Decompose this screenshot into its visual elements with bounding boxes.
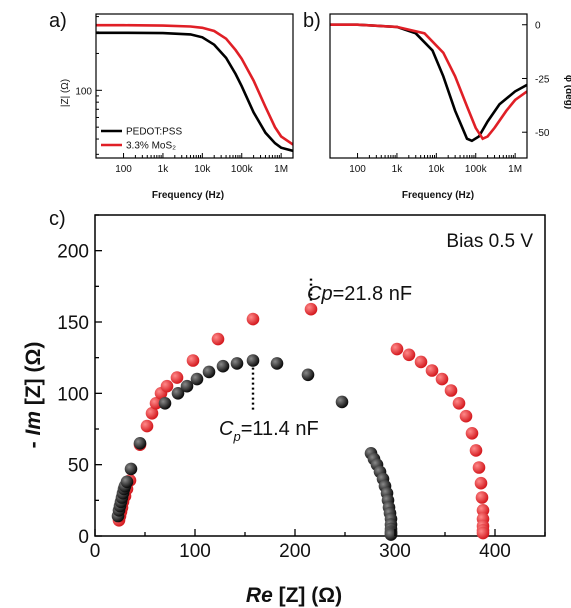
x-tick-label: 100 [115, 164, 132, 175]
y-tick-label: 50 [68, 456, 89, 477]
y-tick-label: 100 [75, 86, 92, 97]
legend-entry: 3.3% MoS₂ [126, 141, 176, 152]
x-tick-label: 300 [379, 541, 411, 562]
legend: PEDOT:PSS 3.3% MoS₂ [101, 127, 182, 152]
data-point [124, 462, 138, 476]
data-point [211, 332, 225, 346]
data-point [158, 397, 172, 410]
x-tick-label: 100k [465, 164, 488, 175]
x-tick-label: 100k [231, 164, 254, 175]
x-tick-label: 1M [274, 164, 288, 175]
data-point [435, 372, 449, 386]
x-tick-label: 10k [194, 164, 211, 175]
data-point [474, 476, 488, 490]
data-point [246, 354, 260, 367]
data-point [335, 395, 349, 409]
series-line-1 [330, 23, 527, 141]
data-point [186, 354, 200, 367]
data-point [270, 357, 284, 370]
data-point [459, 409, 473, 423]
panel-b-label: b) [303, 10, 321, 32]
data-point [384, 528, 398, 541]
y-tick-label: 100 [57, 384, 89, 405]
panel-a-xlabel: Frequency (Hz) [152, 190, 224, 201]
y-tick-label: 200 [57, 242, 89, 263]
cp-red-annotation: Cp=21.8 nF [307, 283, 412, 305]
data-point [246, 312, 260, 326]
data-point [475, 491, 489, 504]
data-point [301, 368, 315, 382]
panel-a: a) 100 1k 10k 100k 1M 100 |Z| (Ω) Frequency (… [49, 10, 294, 201]
data-point [140, 419, 154, 433]
data-point [133, 437, 147, 450]
data-point [469, 444, 483, 457]
data-point [425, 364, 439, 377]
panel-a-label: a) [49, 10, 67, 32]
data-point [149, 397, 163, 410]
panel-b-xlabel: Frequency (Hz) [402, 190, 474, 201]
x-tick-label: 1k [392, 164, 404, 175]
data-point [230, 357, 244, 370]
data-point [444, 384, 458, 397]
x-tick-label: 400 [479, 541, 511, 562]
y-tick-label: -25 [535, 74, 550, 85]
data-point [402, 348, 416, 362]
x-tick-label: 100 [349, 164, 366, 175]
data-point [171, 387, 185, 400]
data-point [390, 342, 404, 356]
panel-a-ylabel: |Z| (Ω) [60, 79, 71, 107]
data-point [472, 461, 486, 474]
y-tick-label: 0 [78, 527, 89, 548]
impedance-magnitude-plot: 100 1k 10k 100k 1M 100 [75, 13, 294, 175]
phase-plot: 100 1k 10k 100k 1M 0 -25 -50 [329, 13, 550, 175]
y-tick-label: -50 [535, 128, 550, 139]
data-point [202, 365, 216, 379]
plot-frame [94, 214, 546, 537]
series-line-0 [96, 31, 293, 153]
cp-black-annotation: Cp=11.4 nF [219, 418, 319, 444]
bias-annotation: Bias 0.5 V [446, 231, 533, 252]
data-point [170, 371, 184, 384]
x-tick-label: 200 [279, 541, 311, 562]
y-tick-label: 150 [57, 313, 89, 334]
series-line-1 [96, 23, 293, 146]
x-tick-label: 1k [158, 164, 170, 175]
data-point [304, 302, 318, 316]
data-point [145, 407, 159, 420]
panel-c-xlabel: Re [Z] (Ω) [246, 584, 342, 607]
legend-entry: PEDOT:PSS [126, 127, 182, 138]
data-point [190, 372, 204, 386]
x-tick-label: 100 [179, 541, 211, 562]
x-tick-label: 1M [508, 164, 522, 175]
data-point [452, 397, 466, 410]
panel-b: b) 100 1k 10k 100k 1M0-25-50 Frequency (Hz) … [303, 10, 571, 201]
plot-frame [329, 13, 528, 159]
data-point [216, 359, 230, 373]
data-point [465, 427, 479, 440]
plot-frame [95, 13, 294, 159]
data-point [160, 379, 174, 393]
y-tick-label: 0 [535, 21, 541, 32]
panel-b-ylabel: φ (deg) [563, 75, 571, 109]
data-point [414, 355, 428, 369]
x-tick-label: 10k [428, 164, 445, 175]
panel-c-label: c) [49, 208, 66, 230]
panel-c-ylabel: - Im [Z] (Ω) [22, 342, 45, 449]
data-point [120, 475, 134, 489]
data-point [476, 526, 490, 540]
nyquist-plot: 0 100 200 300 400 0 50 100 150 200 [57, 214, 546, 562]
data-point [180, 379, 194, 393]
x-tick-label: 0 [90, 541, 101, 562]
